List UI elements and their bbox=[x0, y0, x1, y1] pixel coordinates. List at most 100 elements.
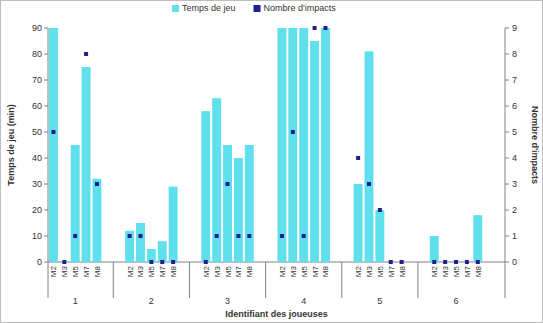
bar bbox=[245, 145, 254, 262]
y2-tick bbox=[505, 262, 509, 263]
group-separator bbox=[505, 262, 506, 298]
bar bbox=[223, 145, 232, 262]
x-tick-label: M2 bbox=[49, 265, 58, 277]
bar bbox=[136, 223, 145, 262]
point bbox=[62, 260, 66, 264]
x-tick-label: M5 bbox=[376, 265, 385, 277]
bar bbox=[125, 231, 134, 262]
y2-tick-label: 2 bbox=[512, 205, 517, 215]
y-tick bbox=[44, 80, 48, 81]
x-tick-label: M3 bbox=[441, 265, 450, 277]
y2-tick bbox=[505, 210, 509, 211]
x-tick-label: M5 bbox=[452, 265, 461, 277]
y-tick bbox=[44, 132, 48, 133]
bar bbox=[365, 51, 374, 262]
point bbox=[389, 260, 393, 264]
y-tick-label: 10 bbox=[32, 231, 42, 241]
y2-tick bbox=[505, 80, 509, 81]
y-tick-label: 70 bbox=[32, 75, 42, 85]
group-label: 3 bbox=[225, 296, 230, 306]
bar bbox=[375, 210, 384, 262]
bar bbox=[71, 145, 80, 262]
group-label: 4 bbox=[301, 296, 306, 306]
y2-tick-label: 3 bbox=[512, 179, 517, 189]
point bbox=[280, 234, 284, 238]
y2-tick bbox=[505, 184, 509, 185]
group-separator bbox=[265, 262, 266, 298]
x-tick-label: M5 bbox=[300, 265, 309, 277]
legend: Temps de jeu Nombre d'impacts bbox=[172, 3, 336, 13]
bar bbox=[49, 28, 58, 262]
x-tick-label: M8 bbox=[169, 265, 178, 277]
y-tick-label: 90 bbox=[32, 23, 42, 33]
point bbox=[356, 156, 360, 160]
y-tick bbox=[44, 262, 48, 263]
point bbox=[465, 260, 469, 264]
y-tick bbox=[44, 236, 48, 237]
x-tick-label: M3 bbox=[365, 265, 374, 277]
y-tick-label: 80 bbox=[32, 49, 42, 59]
point bbox=[95, 182, 99, 186]
point bbox=[476, 260, 480, 264]
y2-tick-label: 1 bbox=[512, 231, 517, 241]
y2-tick bbox=[505, 158, 509, 159]
y-axis-title: Temps de jeu (min) bbox=[6, 104, 16, 185]
plot-area bbox=[49, 26, 482, 264]
y2-tick-label: 8 bbox=[512, 49, 517, 59]
legend-swatch bbox=[172, 5, 179, 12]
x-tick-label: M3 bbox=[213, 265, 222, 277]
y2-tick bbox=[505, 132, 509, 133]
point bbox=[84, 52, 88, 56]
y-tick bbox=[44, 106, 48, 107]
y-tick bbox=[44, 54, 48, 55]
y2-tick-label: 7 bbox=[512, 75, 517, 85]
bar bbox=[321, 28, 330, 262]
y2-tick-label: 4 bbox=[512, 153, 517, 163]
frame bbox=[1, 1, 543, 323]
bar bbox=[354, 184, 363, 262]
chart: 01020304050607080900123456789M2M3M5M7M8M… bbox=[0, 0, 543, 323]
x-tick-label: M8 bbox=[474, 265, 483, 277]
group-separator bbox=[113, 262, 114, 298]
x-tick-label: M5 bbox=[71, 265, 80, 277]
point bbox=[128, 234, 132, 238]
x-tick-label: M3 bbox=[289, 265, 298, 277]
point bbox=[400, 260, 404, 264]
point bbox=[247, 234, 251, 238]
point bbox=[138, 234, 142, 238]
x-tick-label: M8 bbox=[93, 265, 102, 277]
x-tick-label: M2 bbox=[278, 265, 287, 277]
x-tick-label: M7 bbox=[387, 265, 396, 277]
x-tick-label: M5 bbox=[224, 265, 233, 277]
point bbox=[149, 260, 153, 264]
point bbox=[171, 260, 175, 264]
bar bbox=[93, 179, 102, 262]
y-tick-label: 50 bbox=[32, 127, 42, 137]
group-separator bbox=[189, 262, 190, 298]
bar bbox=[430, 236, 439, 262]
point bbox=[215, 234, 219, 238]
y-tick-label: 40 bbox=[32, 153, 42, 163]
y2-tick bbox=[505, 236, 509, 237]
point bbox=[73, 234, 77, 238]
bar bbox=[201, 111, 210, 262]
group-separator bbox=[341, 262, 342, 298]
legend-label: Nombre d'impacts bbox=[264, 3, 337, 13]
x-tick-label: M7 bbox=[158, 265, 167, 277]
x-tick-label: M7 bbox=[463, 265, 472, 277]
bar bbox=[169, 187, 178, 262]
x-tick-label: M3 bbox=[60, 265, 69, 277]
legend-swatch bbox=[254, 5, 261, 12]
y2-tick-label: 9 bbox=[512, 23, 517, 33]
bar bbox=[288, 28, 297, 262]
x-tick-label: M8 bbox=[321, 265, 330, 277]
group-label: 1 bbox=[73, 296, 78, 306]
point bbox=[378, 208, 382, 212]
point bbox=[204, 260, 208, 264]
legend-label: Temps de jeu bbox=[182, 3, 236, 13]
group-separator bbox=[48, 262, 49, 298]
point bbox=[291, 130, 295, 134]
y2-tick bbox=[505, 28, 509, 29]
x-tick-label: M5 bbox=[147, 265, 156, 277]
y2-axis bbox=[505, 28, 506, 262]
